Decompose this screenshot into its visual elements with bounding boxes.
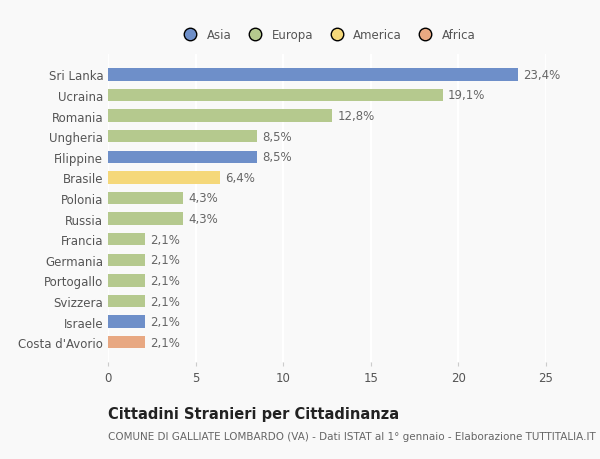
- Text: 2,1%: 2,1%: [150, 254, 180, 267]
- Text: COMUNE DI GALLIATE LOMBARDO (VA) - Dati ISTAT al 1° gennaio - Elaborazione TUTTI: COMUNE DI GALLIATE LOMBARDO (VA) - Dati …: [108, 431, 596, 442]
- Bar: [108, 295, 145, 308]
- Bar: [108, 131, 257, 143]
- Text: 12,8%: 12,8%: [338, 110, 375, 123]
- Bar: [108, 336, 145, 349]
- Bar: [108, 69, 518, 81]
- Bar: [108, 234, 145, 246]
- Text: 23,4%: 23,4%: [523, 69, 560, 82]
- Text: 4,3%: 4,3%: [188, 192, 218, 205]
- Text: 8,5%: 8,5%: [262, 130, 292, 143]
- Bar: [108, 254, 145, 266]
- Text: 2,1%: 2,1%: [150, 274, 180, 287]
- Text: 2,1%: 2,1%: [150, 233, 180, 246]
- Text: 8,5%: 8,5%: [262, 151, 292, 164]
- Bar: [108, 90, 443, 102]
- Text: Cittadini Stranieri per Cittadinanza: Cittadini Stranieri per Cittadinanza: [108, 406, 399, 421]
- Bar: [108, 151, 257, 163]
- Bar: [108, 110, 332, 123]
- Text: 6,4%: 6,4%: [226, 172, 255, 185]
- Bar: [108, 213, 184, 225]
- Bar: [108, 274, 145, 287]
- Text: 4,3%: 4,3%: [188, 213, 218, 226]
- Text: 2,1%: 2,1%: [150, 295, 180, 308]
- Text: 19,1%: 19,1%: [448, 90, 485, 102]
- Bar: [108, 172, 220, 184]
- Text: 2,1%: 2,1%: [150, 336, 180, 349]
- Legend: Asia, Europa, America, Africa: Asia, Europa, America, Africa: [173, 24, 481, 46]
- Bar: [108, 192, 184, 205]
- Bar: [108, 316, 145, 328]
- Text: 2,1%: 2,1%: [150, 315, 180, 328]
